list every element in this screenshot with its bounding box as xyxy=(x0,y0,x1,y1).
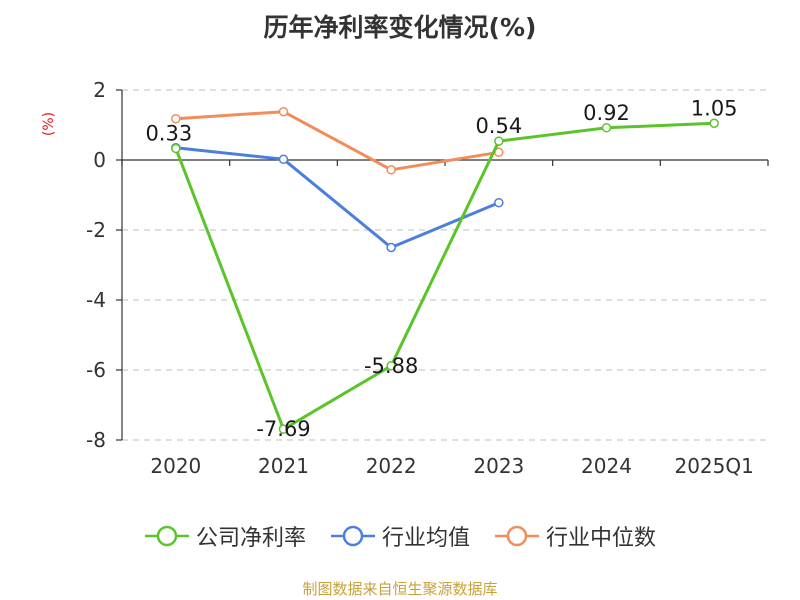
series-line-1 xyxy=(174,121,715,431)
data-label: 1.05 xyxy=(691,96,738,120)
legend-marker-icon xyxy=(330,525,375,547)
series-point-3 xyxy=(386,165,396,175)
x-tick-label: 2022 xyxy=(366,454,417,478)
legend-label: 行业均值 xyxy=(381,526,470,551)
y-tick-label: -2 xyxy=(86,218,106,242)
legend: 公司净利率 行业均值 行业中位数 xyxy=(0,520,800,552)
legend-marker-icon xyxy=(495,525,539,547)
series-point-2 xyxy=(386,242,396,253)
series-point-1 xyxy=(278,424,289,434)
series-point-1 xyxy=(494,136,504,146)
legend-item-1[interactable]: 公司净利率 xyxy=(144,520,306,552)
legend-label: 公司净利率 xyxy=(195,526,306,551)
series-line-3 xyxy=(175,110,500,172)
y-tick-label: 2 xyxy=(93,78,106,102)
x-tick-label: 2024 xyxy=(581,454,632,478)
series-point-1 xyxy=(171,143,181,154)
data-label: -5.88 xyxy=(364,354,418,378)
legend-marker-icon xyxy=(144,525,189,547)
x-tick-label: 2020 xyxy=(150,454,201,478)
series-point-1 xyxy=(709,118,719,128)
series-line-2 xyxy=(175,146,500,249)
data-label: 0.92 xyxy=(583,101,630,125)
series-point-2 xyxy=(278,154,289,165)
series-point-3 xyxy=(278,106,289,117)
legend-label: 行业中位数 xyxy=(546,526,657,551)
x-tick-label: 2023 xyxy=(473,454,524,478)
legend-item-2[interactable]: 行业均值 xyxy=(330,520,470,552)
y-tick-label: 0 xyxy=(93,148,106,172)
y-tick-label: -6 xyxy=(86,358,106,382)
data-label: 0.33 xyxy=(145,121,192,145)
legend-item-3[interactable]: 行业中位数 xyxy=(494,520,656,552)
series-point-2 xyxy=(494,197,504,208)
data-label: 0.54 xyxy=(475,114,522,138)
x-tick-label: 2025Q1 xyxy=(674,454,753,478)
x-tick-label: 2021 xyxy=(258,454,309,478)
series-point-1 xyxy=(386,361,396,371)
series-point-1 xyxy=(601,123,612,133)
data-label: -7.69 xyxy=(256,417,310,441)
source-note: 制图数据来自恒生聚源数据库 xyxy=(302,580,498,598)
series-point-3 xyxy=(171,113,181,124)
chart-title: 历年净利率变化情况(%) xyxy=(263,13,537,42)
y-tick-label: -4 xyxy=(86,288,106,312)
y-tick-label: -8 xyxy=(86,428,106,452)
